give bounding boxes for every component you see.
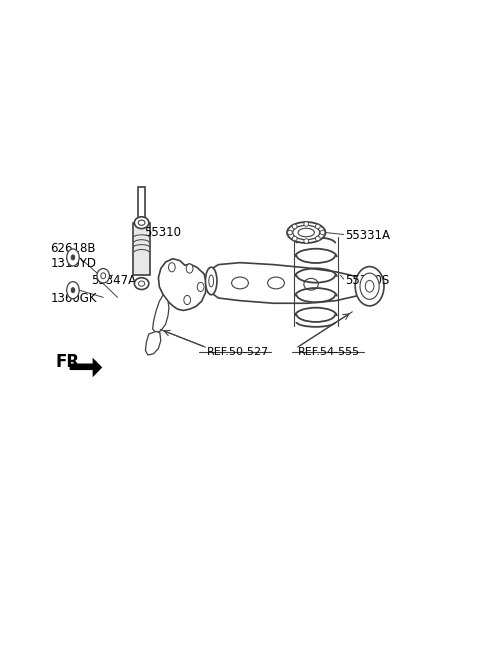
- Text: 62618B: 62618B: [50, 242, 96, 255]
- Circle shape: [71, 255, 75, 260]
- Ellipse shape: [231, 277, 249, 289]
- Ellipse shape: [101, 273, 106, 279]
- Ellipse shape: [209, 275, 214, 287]
- Ellipse shape: [134, 217, 149, 229]
- Ellipse shape: [138, 220, 145, 225]
- Ellipse shape: [205, 267, 217, 295]
- Circle shape: [168, 263, 175, 272]
- Polygon shape: [145, 331, 161, 355]
- Ellipse shape: [292, 224, 297, 229]
- Circle shape: [67, 282, 79, 299]
- Ellipse shape: [287, 222, 325, 243]
- Ellipse shape: [138, 281, 145, 286]
- Text: 55310: 55310: [144, 226, 181, 239]
- Circle shape: [360, 273, 379, 299]
- Ellipse shape: [304, 238, 309, 244]
- Ellipse shape: [268, 277, 284, 289]
- Circle shape: [365, 280, 374, 292]
- Ellipse shape: [320, 230, 325, 235]
- Text: REF.54-555: REF.54-555: [298, 347, 360, 358]
- FancyBboxPatch shape: [138, 187, 145, 223]
- Polygon shape: [158, 259, 206, 310]
- Polygon shape: [211, 263, 371, 303]
- Ellipse shape: [97, 269, 109, 283]
- Ellipse shape: [293, 225, 320, 240]
- Text: 55331A: 55331A: [346, 229, 391, 242]
- Text: FR.: FR.: [55, 352, 86, 371]
- Text: 1360GK: 1360GK: [50, 291, 97, 305]
- Text: 1310YD: 1310YD: [50, 257, 96, 270]
- Polygon shape: [153, 295, 169, 333]
- Circle shape: [355, 267, 384, 306]
- Ellipse shape: [288, 230, 292, 235]
- Circle shape: [197, 282, 204, 291]
- Text: 55350S: 55350S: [346, 274, 390, 287]
- Ellipse shape: [315, 224, 320, 229]
- Circle shape: [67, 249, 79, 266]
- Ellipse shape: [304, 278, 318, 290]
- Ellipse shape: [292, 236, 297, 241]
- Ellipse shape: [298, 228, 314, 236]
- Circle shape: [186, 264, 193, 273]
- FancyBboxPatch shape: [133, 223, 150, 275]
- Ellipse shape: [315, 236, 320, 241]
- Polygon shape: [70, 358, 102, 377]
- Ellipse shape: [304, 221, 309, 227]
- Circle shape: [184, 295, 191, 305]
- Text: REF.50-527: REF.50-527: [206, 347, 269, 358]
- Text: 55347A: 55347A: [91, 274, 136, 287]
- Circle shape: [71, 288, 75, 293]
- Ellipse shape: [134, 278, 149, 290]
